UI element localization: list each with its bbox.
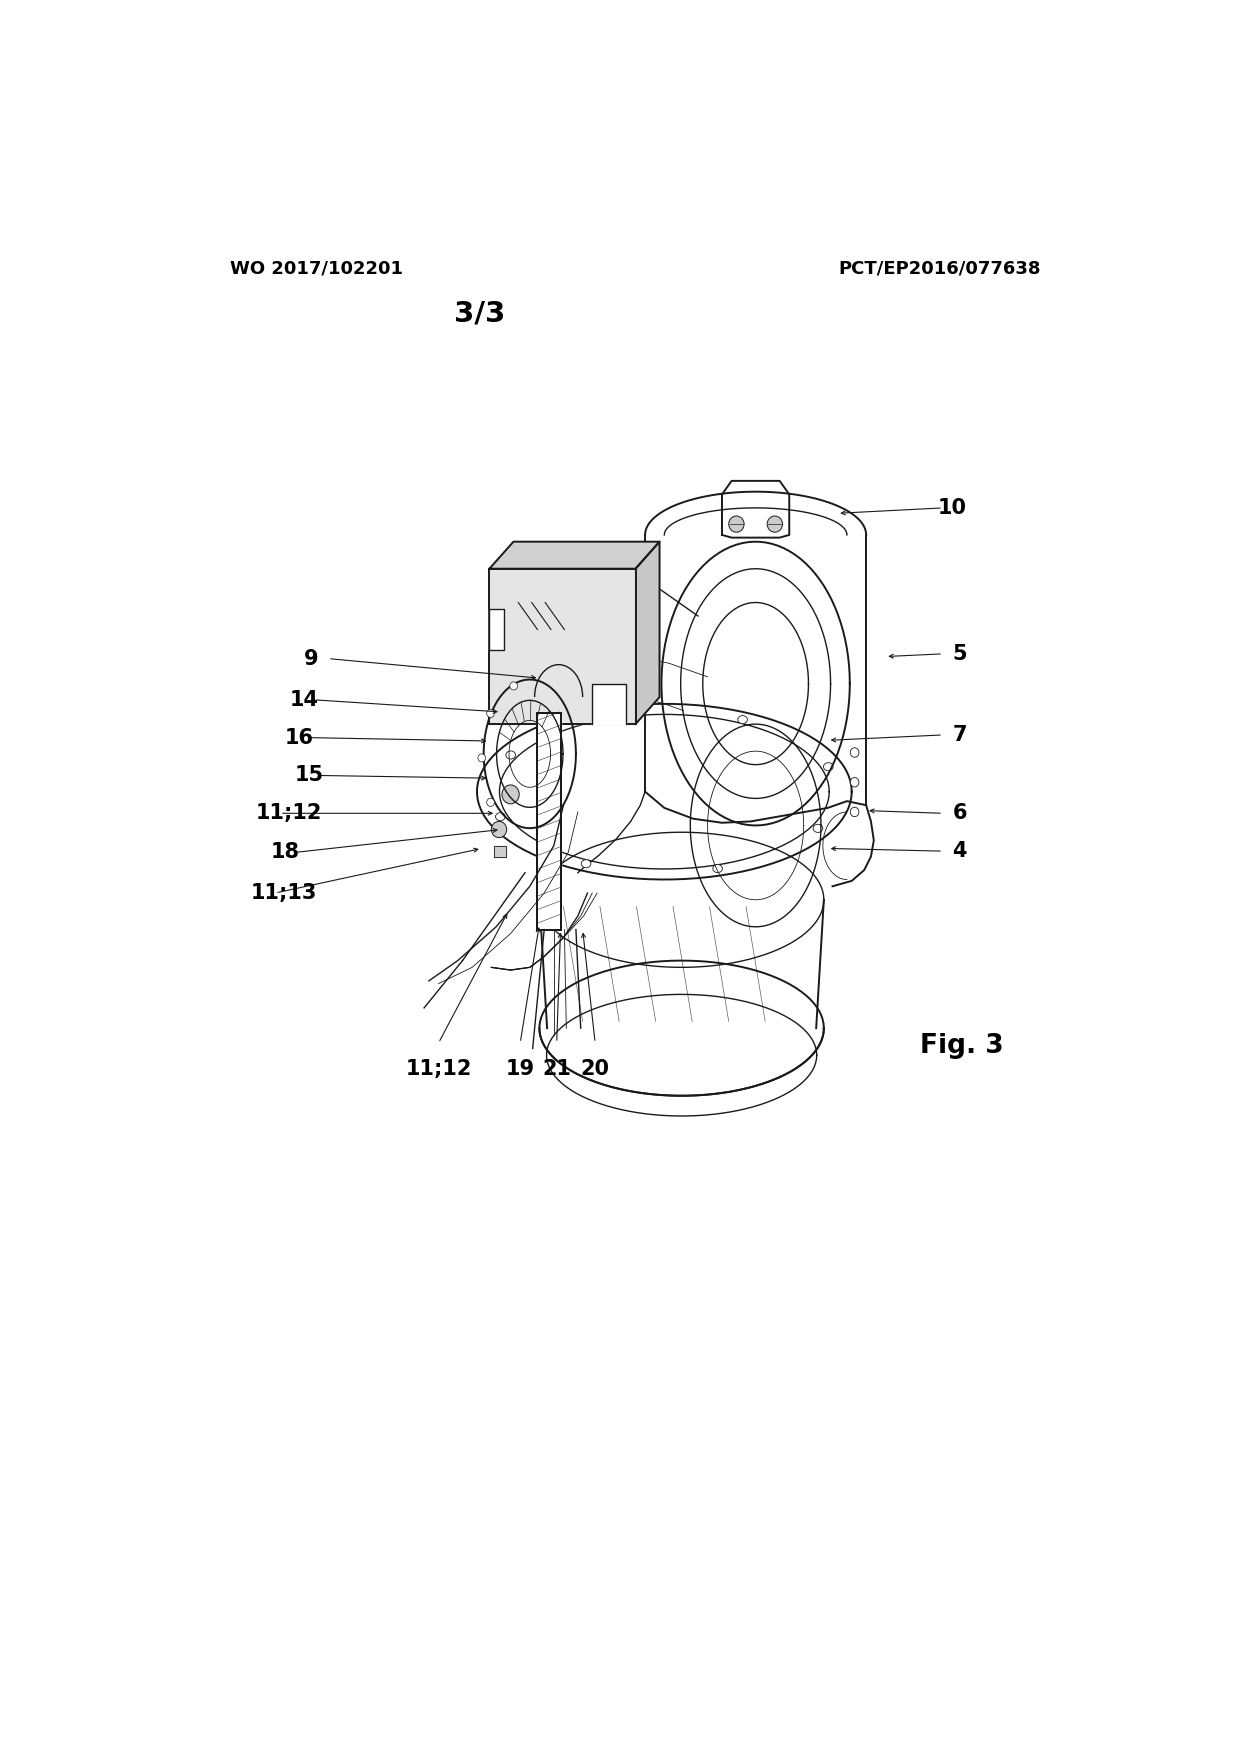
Text: 11;12: 11;12 (255, 804, 322, 823)
Ellipse shape (851, 777, 859, 786)
Ellipse shape (506, 751, 516, 760)
Ellipse shape (496, 813, 505, 821)
Text: 16: 16 (285, 728, 314, 748)
Text: Fig. 3: Fig. 3 (920, 1032, 1004, 1058)
Polygon shape (490, 569, 635, 725)
Text: 9: 9 (304, 649, 319, 669)
Ellipse shape (510, 683, 517, 690)
Ellipse shape (487, 799, 495, 807)
Text: 18: 18 (270, 842, 299, 862)
Text: 10: 10 (937, 498, 967, 518)
Polygon shape (495, 846, 506, 856)
Ellipse shape (487, 709, 495, 718)
Polygon shape (490, 609, 503, 649)
Text: 11;12: 11;12 (405, 1060, 471, 1079)
Ellipse shape (823, 763, 833, 770)
Ellipse shape (729, 516, 744, 532)
Text: 6: 6 (952, 804, 967, 823)
Ellipse shape (851, 748, 859, 756)
Text: 20: 20 (580, 1060, 610, 1079)
Ellipse shape (477, 755, 486, 762)
Ellipse shape (813, 825, 823, 832)
Polygon shape (635, 542, 660, 725)
Ellipse shape (851, 807, 859, 816)
Polygon shape (537, 713, 560, 930)
Ellipse shape (582, 860, 591, 867)
Text: WO 2017/102201: WO 2017/102201 (229, 260, 403, 277)
Text: 3/3: 3/3 (454, 300, 506, 328)
Ellipse shape (713, 865, 723, 872)
Text: 21: 21 (542, 1060, 572, 1079)
Ellipse shape (768, 516, 782, 532)
Ellipse shape (606, 711, 616, 720)
Text: 5: 5 (952, 644, 967, 663)
Text: PCT/EP2016/077638: PCT/EP2016/077638 (838, 260, 1042, 277)
Text: 15: 15 (294, 765, 324, 786)
Polygon shape (490, 542, 660, 569)
Ellipse shape (491, 821, 507, 837)
Ellipse shape (502, 784, 520, 804)
Text: 14: 14 (290, 690, 319, 709)
Text: 11;13: 11;13 (250, 883, 317, 904)
Text: 19: 19 (506, 1060, 534, 1079)
Text: 4: 4 (952, 841, 967, 862)
Ellipse shape (738, 716, 748, 723)
Text: 7: 7 (952, 725, 967, 744)
Polygon shape (593, 683, 626, 725)
